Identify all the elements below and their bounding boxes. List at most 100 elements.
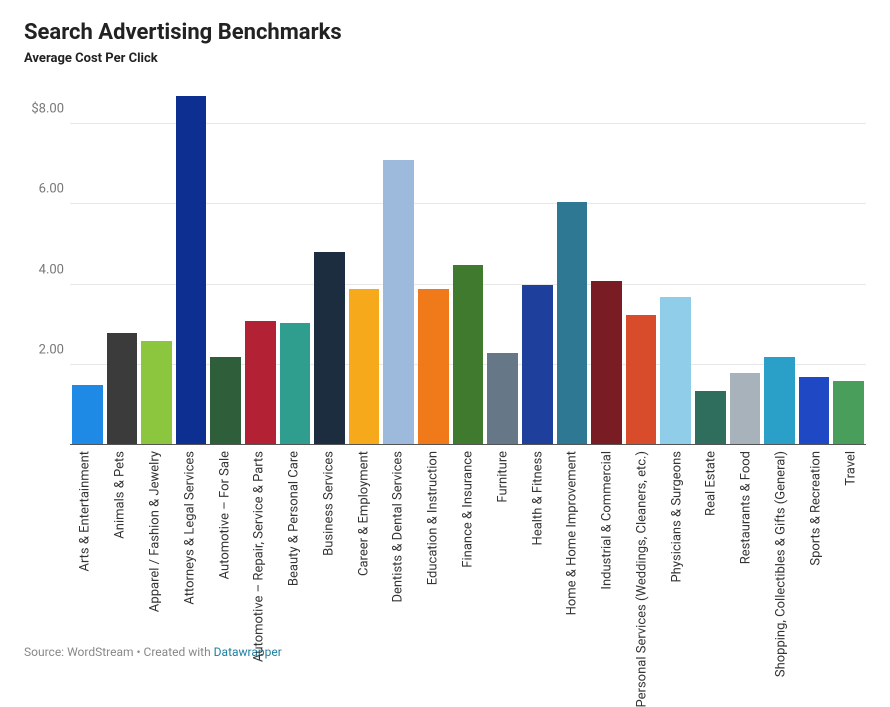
x-tick-label: Shopping, Collectibles & Gifts (General) bbox=[774, 451, 789, 677]
x-label-slot: Education & Instruction bbox=[418, 451, 449, 641]
x-label-slot: Automotive – For Sale bbox=[209, 451, 240, 641]
bar-slot bbox=[591, 84, 622, 445]
chart-container: Search Advertising Benchmarks Average Co… bbox=[0, 0, 890, 671]
bar-slot bbox=[660, 84, 691, 445]
bar bbox=[72, 385, 103, 445]
bar-slot bbox=[418, 84, 449, 445]
x-label-slot: Sports & Recreation bbox=[800, 451, 831, 641]
bar bbox=[453, 265, 484, 446]
footer-created-prefix: • Created with bbox=[134, 645, 214, 659]
bar-slot bbox=[210, 84, 241, 445]
bar bbox=[557, 202, 588, 445]
x-axis-baseline bbox=[70, 444, 866, 445]
bar bbox=[799, 377, 830, 445]
chart-footer: Source: WordStream • Created with Datawr… bbox=[24, 645, 866, 659]
footer-created-link[interactable]: Datawrapper bbox=[214, 645, 282, 659]
x-tick-label: Industrial & Commercial bbox=[600, 451, 615, 590]
bar-slot bbox=[280, 84, 311, 445]
x-label-slot: Animals & Pets bbox=[105, 451, 136, 641]
x-tick-label: Furniture bbox=[495, 451, 510, 503]
chart-subtitle: Average Cost Per Click bbox=[24, 51, 866, 66]
x-tick-label: Home & Home Improvement bbox=[565, 451, 580, 615]
x-label-slot: Apparel / Fashion & Jewelry bbox=[140, 451, 171, 641]
bar bbox=[522, 285, 553, 445]
x-tick-label: Automotive – For Sale bbox=[217, 451, 232, 579]
x-label-slot: Attorneys & Legal Services bbox=[174, 451, 205, 641]
x-label-slot: Dentists & Dental Services bbox=[383, 451, 414, 641]
x-tick-label: Career & Employment bbox=[356, 451, 371, 576]
x-tick-label: Apparel / Fashion & Jewelry bbox=[147, 451, 162, 612]
bar bbox=[383, 160, 414, 445]
bar bbox=[418, 289, 449, 445]
y-tick-label: $8.00 bbox=[31, 102, 64, 117]
bar-slot bbox=[176, 84, 207, 445]
bar bbox=[764, 357, 795, 445]
bar bbox=[626, 315, 657, 445]
bar-slot bbox=[833, 84, 864, 445]
chart-area: 2.00 4.00 6.00 $8.00 Arts & Entertainment An… bbox=[24, 84, 866, 641]
bar-slot bbox=[141, 84, 172, 445]
x-label-slot: Travel bbox=[835, 451, 866, 641]
bar bbox=[141, 341, 172, 445]
footer-source-name: WordStream bbox=[67, 645, 133, 659]
bar bbox=[591, 281, 622, 445]
bar bbox=[349, 289, 380, 445]
x-tick-label: Personal Services (Weddings, Cleaners, e… bbox=[634, 451, 649, 707]
x-label-slot: Beauty & Personal Care bbox=[279, 451, 310, 641]
x-tick-label: Sports & Recreation bbox=[808, 451, 823, 566]
bar-slot bbox=[522, 84, 553, 445]
bar-slot bbox=[314, 84, 345, 445]
bar bbox=[730, 373, 761, 445]
x-tick-label: Education & Instruction bbox=[426, 451, 441, 585]
plot-region: 2.00 4.00 6.00 $8.00 bbox=[24, 84, 866, 445]
y-tick-label: 6.00 bbox=[39, 182, 64, 197]
bar-slot bbox=[799, 84, 830, 445]
bar bbox=[314, 252, 345, 445]
bar bbox=[487, 353, 518, 445]
x-label-slot: Career & Employment bbox=[348, 451, 379, 641]
bar bbox=[176, 96, 207, 445]
plot-body bbox=[70, 84, 866, 445]
x-tick-label: Arts & Entertainment bbox=[78, 451, 93, 572]
bar-slot bbox=[107, 84, 138, 445]
bar bbox=[107, 333, 138, 445]
bar-slot bbox=[349, 84, 380, 445]
x-label-slot: Arts & Entertainment bbox=[70, 451, 101, 641]
x-tick-label: Attorneys & Legal Services bbox=[182, 451, 197, 605]
x-label-slot: Personal Services (Weddings, Cleaners, e… bbox=[627, 451, 658, 641]
bar-slot bbox=[383, 84, 414, 445]
bar bbox=[660, 297, 691, 445]
bar bbox=[245, 321, 276, 445]
bar-group bbox=[70, 84, 866, 445]
x-tick-label: Restaurants & Food bbox=[739, 451, 754, 564]
y-tick-label: 4.00 bbox=[39, 262, 64, 277]
footer-source-prefix: Source: bbox=[24, 645, 67, 659]
bar-slot bbox=[245, 84, 276, 445]
x-label-slot: Health & Fitness bbox=[522, 451, 553, 641]
bar-slot bbox=[626, 84, 657, 445]
bar bbox=[210, 357, 241, 445]
y-tick-label: 2.00 bbox=[39, 342, 64, 357]
bar bbox=[833, 381, 864, 445]
x-axis-labels: Arts & Entertainment Animals & Pets Appare… bbox=[24, 451, 866, 641]
x-label-slot: Real Estate bbox=[696, 451, 727, 641]
y-axis: 2.00 4.00 6.00 $8.00 bbox=[24, 84, 70, 445]
x-label-slot: Business Services bbox=[313, 451, 344, 641]
bar-slot bbox=[730, 84, 761, 445]
x-tick-label: Health & Fitness bbox=[530, 451, 545, 545]
bar-slot bbox=[764, 84, 795, 445]
bar bbox=[695, 391, 726, 445]
x-tick-label: Business Services bbox=[321, 451, 336, 556]
bar-slot bbox=[695, 84, 726, 445]
bar bbox=[280, 323, 311, 445]
x-tick-label: Travel bbox=[843, 451, 858, 486]
x-tick-label: Physicians & Surgeons bbox=[669, 451, 684, 583]
bar-slot bbox=[557, 84, 588, 445]
bar-slot bbox=[453, 84, 484, 445]
chart-title: Search Advertising Benchmarks bbox=[24, 20, 866, 45]
x-label-slot: Physicians & Surgeons bbox=[661, 451, 692, 641]
x-label-slot: Automotive – Repair, Service & Parts bbox=[244, 451, 275, 641]
x-tick-label: Real Estate bbox=[704, 451, 719, 516]
x-tick-label: Automotive – Repair, Service & Parts bbox=[252, 451, 267, 662]
x-label-slot: Shopping, Collectibles & Gifts (General) bbox=[766, 451, 797, 641]
